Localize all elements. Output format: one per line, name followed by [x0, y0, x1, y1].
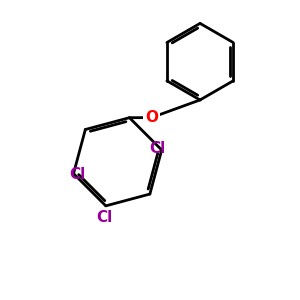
Text: Cl: Cl: [69, 167, 85, 182]
Text: O: O: [145, 110, 158, 125]
Text: Cl: Cl: [150, 141, 166, 156]
Text: Cl: Cl: [97, 210, 113, 225]
